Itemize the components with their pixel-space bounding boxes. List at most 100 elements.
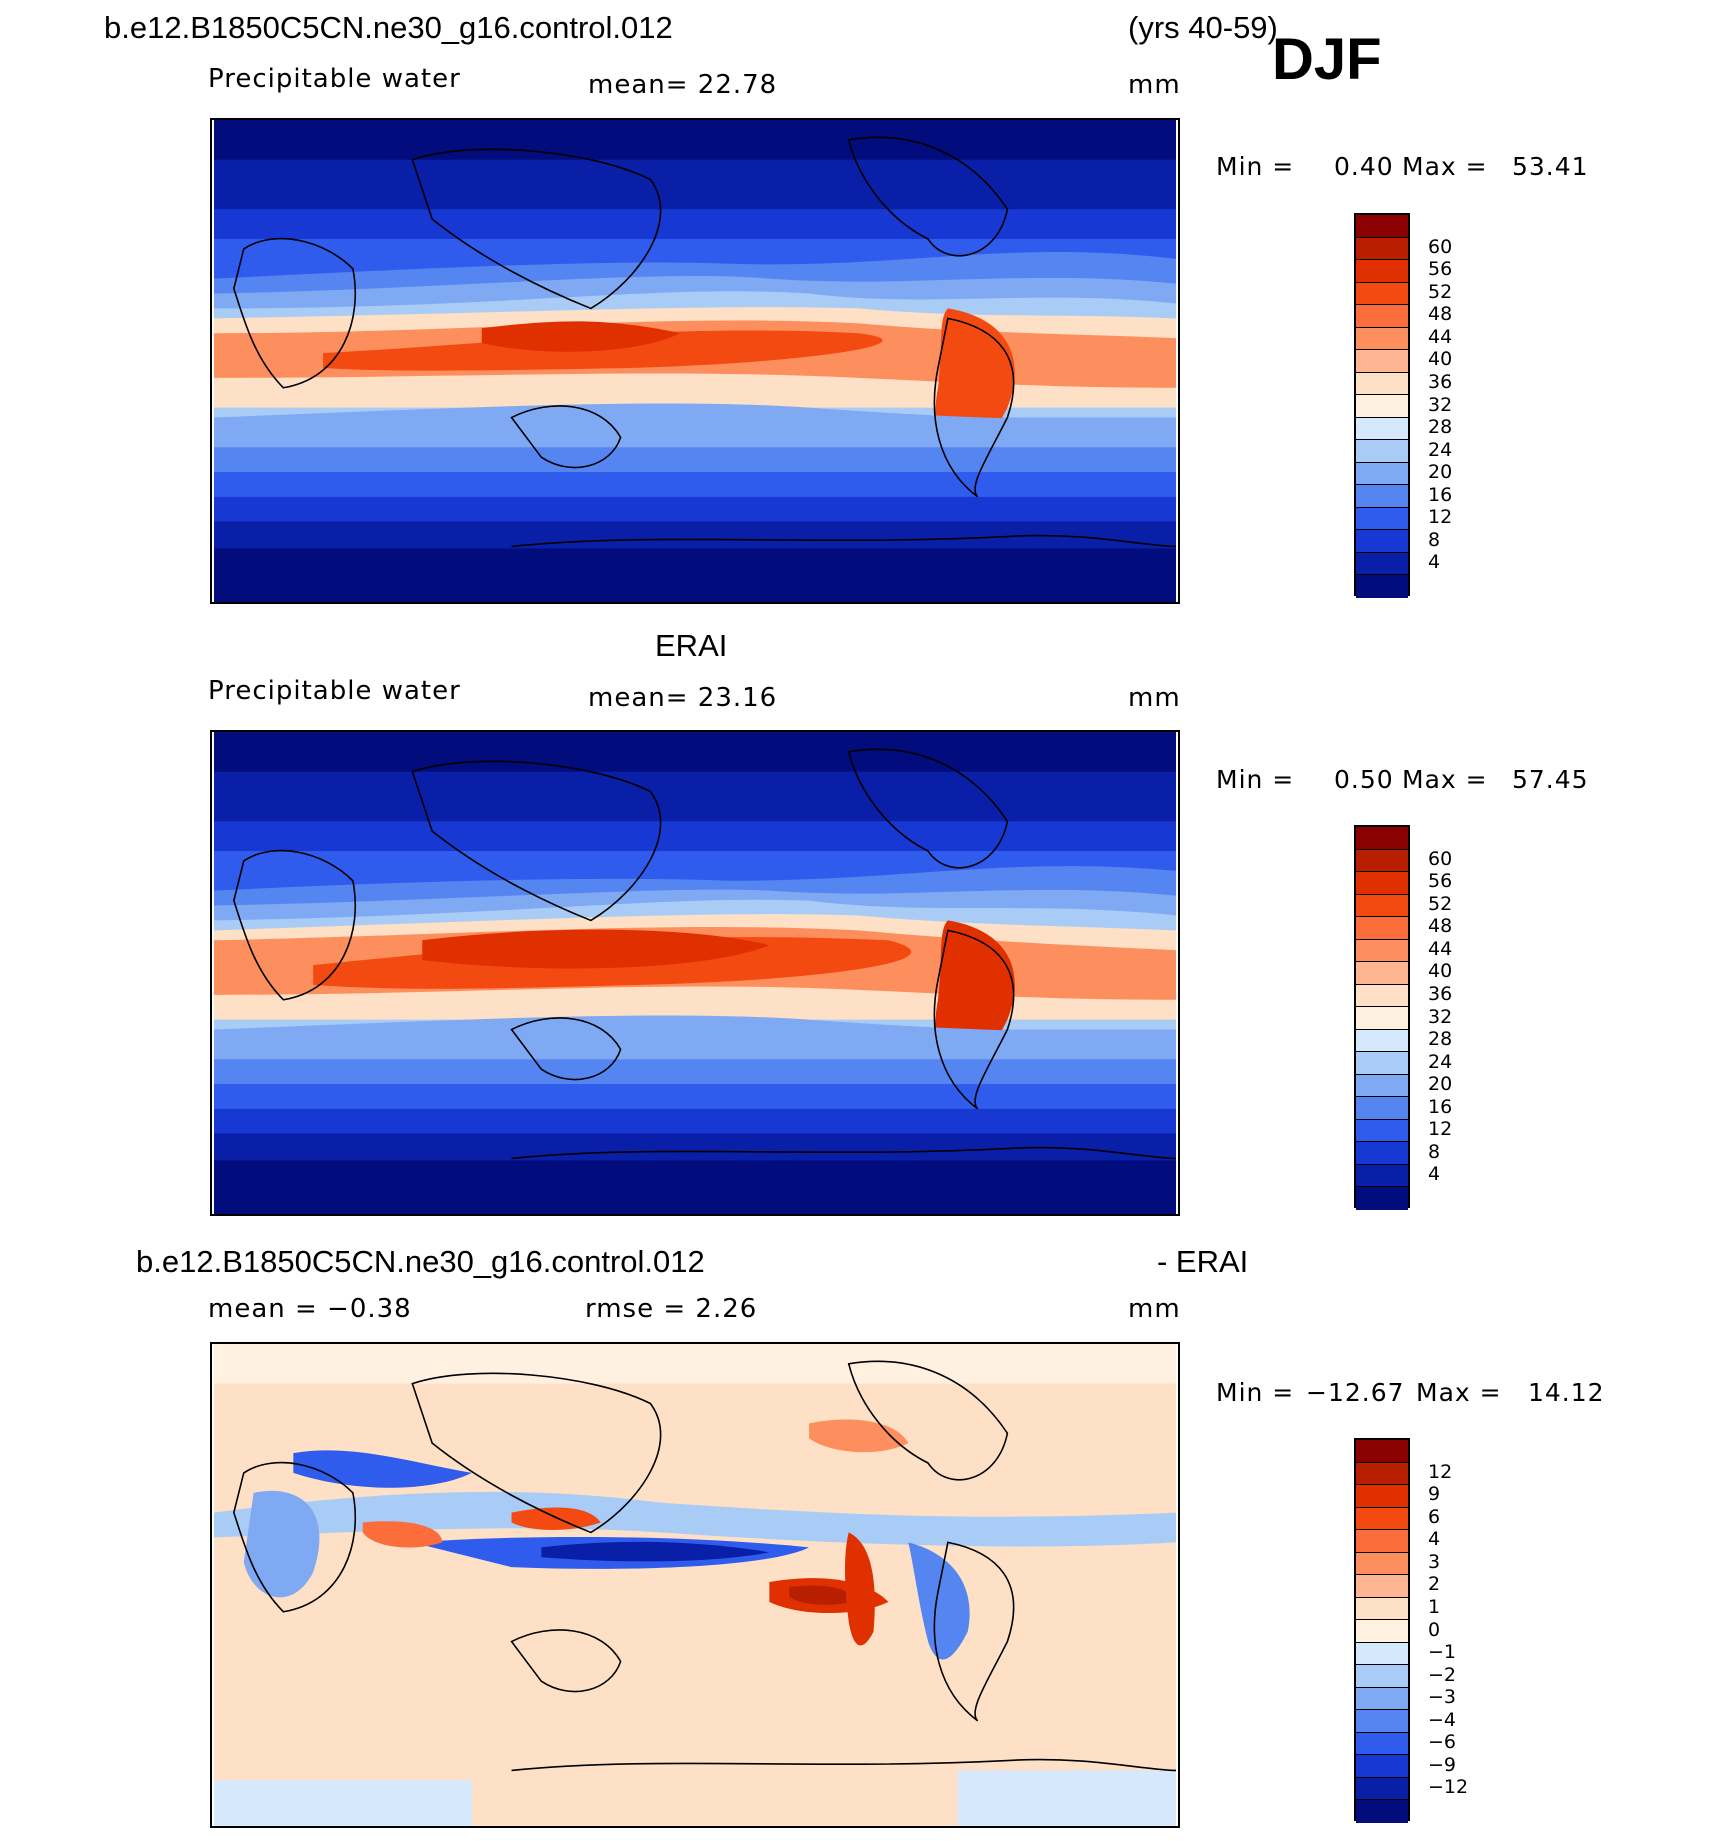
panel2-max-value: 57.45: [1512, 765, 1589, 794]
colorbar-tick-label: 48: [1428, 915, 1453, 938]
colorbar-tick-label: −6: [1428, 1731, 1457, 1754]
panel1-map-model: [210, 118, 1180, 604]
panel1-min-value: 0.40: [1334, 152, 1394, 181]
colorbar-segment: [1356, 1552, 1408, 1576]
colorbar-tick-label: 44: [1428, 325, 1453, 348]
colorbar-segment: [1356, 260, 1408, 283]
colorbar-segment: [1356, 917, 1408, 940]
colorbar-segment: [1356, 1642, 1408, 1666]
colorbar-segment: [1356, 237, 1408, 261]
colorbar-tick-label: −2: [1428, 1663, 1457, 1686]
panel1-units-label: mm: [1128, 70, 1181, 100]
colorbar-tick-label: 0: [1428, 1618, 1441, 1641]
panel3-units-label: mm: [1128, 1294, 1181, 1324]
panel1-colorbar: [1354, 213, 1410, 598]
colorbar-tick-label: 8: [1428, 1140, 1441, 1163]
panel3-min-label: Min =: [1216, 1378, 1295, 1407]
colorbar-segment: [1356, 1462, 1408, 1486]
season-label: DJF: [1272, 27, 1382, 92]
colorbar-segment: [1356, 372, 1408, 396]
colorbar-segment: [1356, 1187, 1408, 1210]
colorbar-segment: [1356, 1097, 1408, 1120]
colorbar-segment: [1356, 305, 1408, 328]
panel1-max-label: Max =: [1402, 152, 1488, 181]
colorbar-tick-label: 2: [1428, 1573, 1441, 1596]
panel3-map-svg: [213, 1344, 1177, 1826]
colorbar-segment: [1356, 1485, 1408, 1508]
colorbar-segment: [1356, 1755, 1408, 1778]
panel1-min-label: Min =: [1216, 152, 1295, 181]
colorbar-tick-label: 9: [1428, 1483, 1441, 1506]
colorbar-segment: [1356, 1074, 1408, 1098]
colorbar-segment: [1356, 552, 1408, 576]
colorbar-segment: [1356, 962, 1408, 985]
colorbar-segment: [1356, 1687, 1408, 1711]
panel1-mean-label: mean= 22.78: [588, 70, 778, 100]
colorbar-segment: [1356, 1007, 1408, 1030]
colorbar-tick-label: 52: [1428, 280, 1453, 303]
panel1-field-label: Precipitable water: [208, 64, 461, 94]
colorbar-segment: [1356, 1052, 1408, 1075]
panel2-colorbar: [1354, 825, 1410, 1210]
years-label: (yrs 40-59): [1128, 10, 1278, 45]
panel2-mean-label: mean= 23.16: [588, 683, 778, 713]
colorbar-tick-label: 48: [1428, 303, 1453, 326]
colorbar-tick-label: 12: [1428, 1118, 1453, 1141]
colorbar-tick-label: 36: [1428, 982, 1453, 1005]
panel3-min-value: −12.67: [1306, 1378, 1405, 1407]
colorbar-tick-label: 56: [1428, 870, 1453, 893]
panel2-units-label: mm: [1128, 683, 1181, 713]
colorbar-tick-label: 60: [1428, 235, 1453, 258]
case-title: b.e12.B1850C5CN.ne30_g16.control.012: [104, 10, 673, 45]
colorbar-tick-label: 1: [1428, 1595, 1441, 1618]
colorbar-segment: [1356, 282, 1408, 306]
colorbar-tick-label: 40: [1428, 348, 1453, 371]
colorbar-segment: [1356, 1665, 1408, 1688]
colorbar-segment: [1356, 1597, 1408, 1621]
colorbar-segment: [1356, 395, 1408, 418]
colorbar-segment: [1356, 1575, 1408, 1598]
panel3-map-diff: [210, 1342, 1180, 1828]
panel3-max-value: 14.12: [1528, 1378, 1605, 1407]
colorbar-tick-label: −3: [1428, 1686, 1457, 1709]
colorbar-segment: [1356, 507, 1408, 531]
colorbar-segment: [1356, 849, 1408, 873]
colorbar-tick-label: 40: [1428, 960, 1453, 983]
colorbar-segment: [1356, 350, 1408, 373]
colorbar-tick-label: 36: [1428, 370, 1453, 393]
colorbar-segment: [1356, 575, 1408, 598]
colorbar-segment: [1356, 1507, 1408, 1531]
panel2-max-label: Max =: [1402, 765, 1488, 794]
panel3-colorbar: [1354, 1438, 1410, 1823]
panel3-max-label: Max =: [1416, 1378, 1502, 1407]
colorbar-segment: [1356, 1800, 1408, 1823]
panel1-map-svg: [213, 120, 1177, 602]
colorbar-tick-label: 20: [1428, 461, 1453, 484]
colorbar-segment: [1356, 1142, 1408, 1165]
colorbar-tick-label: 4: [1428, 1528, 1441, 1551]
colorbar-segment: [1356, 894, 1408, 918]
colorbar-tick-label: −4: [1428, 1708, 1457, 1731]
colorbar-segment: [1356, 417, 1408, 441]
colorbar-tick-label: 52: [1428, 892, 1453, 915]
colorbar-segment: [1356, 827, 1408, 850]
colorbar-segment: [1356, 462, 1408, 486]
panel2-map-obs: [210, 730, 1180, 1216]
colorbar-tick-label: 20: [1428, 1073, 1453, 1096]
colorbar-tick-label: 16: [1428, 1095, 1453, 1118]
colorbar-segment: [1356, 1029, 1408, 1053]
colorbar-tick-label: 6: [1428, 1505, 1441, 1528]
panel2-min-value: 0.50: [1334, 765, 1394, 794]
colorbar-tick-label: 16: [1428, 483, 1453, 506]
panel2-map-svg: [213, 732, 1177, 1214]
panel2-title: ERAI: [655, 628, 728, 663]
colorbar-tick-label: 12: [1428, 1460, 1453, 1483]
colorbar-tick-label: 28: [1428, 1028, 1453, 1051]
panel3-title-right: - ERAI: [1157, 1244, 1249, 1279]
colorbar-tick-label: −12: [1428, 1776, 1469, 1799]
panel3-mean-label: mean = −0.38: [208, 1294, 412, 1324]
panel2-field-label: Precipitable water: [208, 676, 461, 706]
panel2-min-label: Min =: [1216, 765, 1295, 794]
colorbar-tick-label: 3: [1428, 1550, 1441, 1573]
colorbar-tick-label: 24: [1428, 1050, 1453, 1073]
